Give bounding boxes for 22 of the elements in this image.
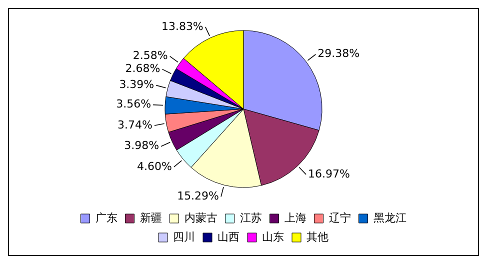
data-label: 4.60% xyxy=(137,160,172,173)
data-label: 3.98% xyxy=(124,139,160,152)
data-label: 3.74% xyxy=(118,118,152,132)
legend-label: 其他 xyxy=(306,230,328,244)
data-label: 16.97% xyxy=(308,167,350,180)
legend-label: 新疆 xyxy=(140,211,162,224)
legend-label: 上海 xyxy=(284,211,306,224)
data-label: 3.39% xyxy=(119,78,154,92)
data-label: 15.29% xyxy=(177,190,220,203)
data-label: 29.38% xyxy=(318,47,360,60)
legend-label: 辽宁 xyxy=(328,211,351,224)
data-label: 3.56% xyxy=(116,98,152,111)
legend-label: 四川 xyxy=(173,230,195,244)
data-label: 2.58% xyxy=(132,49,168,62)
data-label: 2.68% xyxy=(125,62,160,76)
legend-label: 广东 xyxy=(95,211,118,224)
legend-label: 内蒙古 xyxy=(184,211,218,224)
legend-label: 山西 xyxy=(218,230,240,244)
data-label: 13.83% xyxy=(161,20,204,33)
legend-label: 山东 xyxy=(262,230,284,244)
legend-label: 江苏 xyxy=(240,211,262,224)
legend-label: 黑龙江 xyxy=(373,211,406,224)
